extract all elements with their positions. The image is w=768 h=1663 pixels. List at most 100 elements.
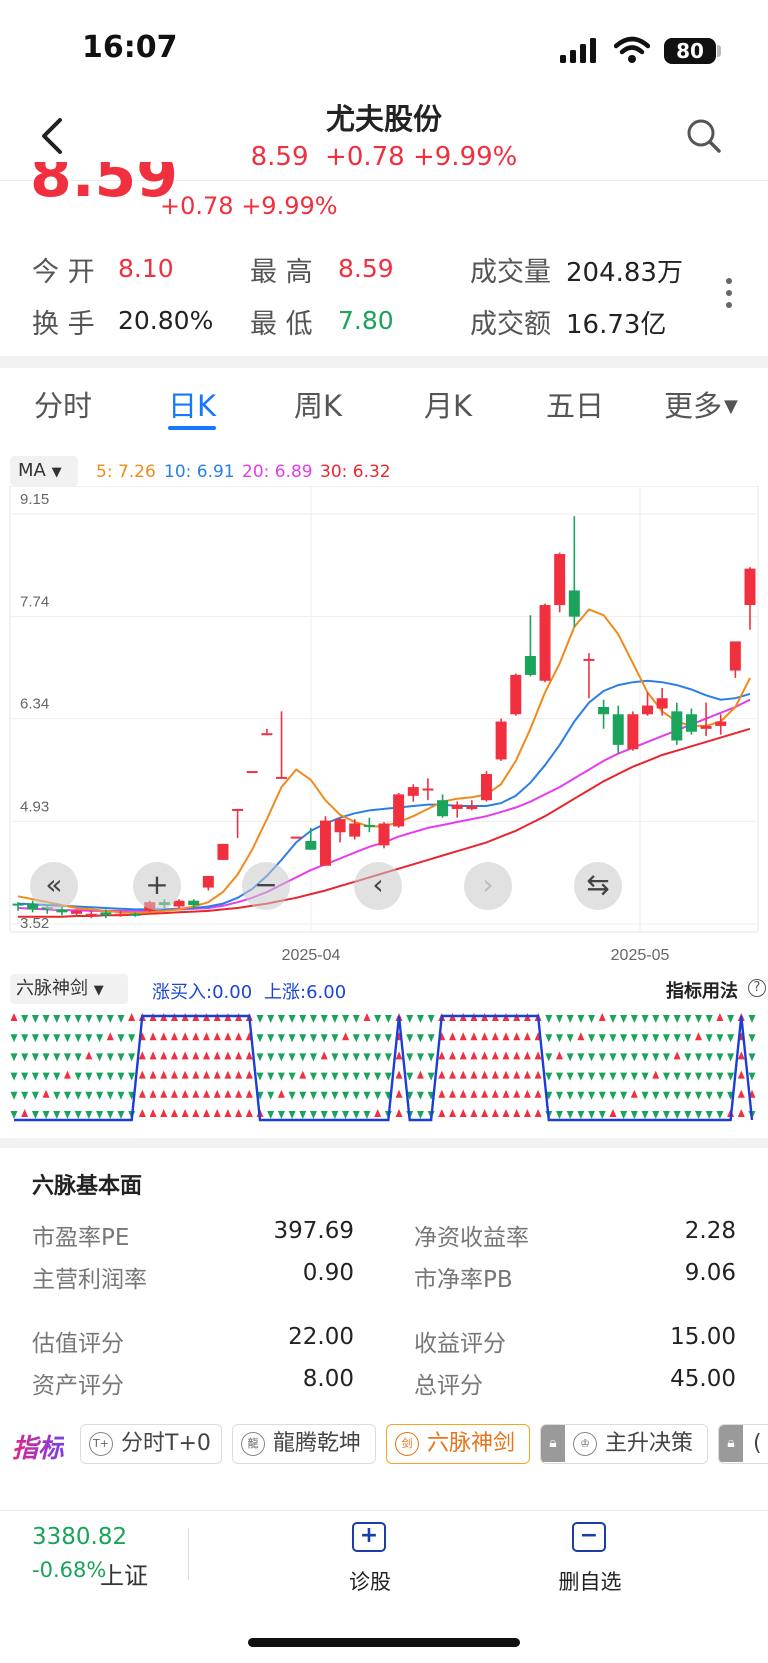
down-arrow [96,1015,104,1023]
tab-weekly-k[interactable]: 周K [294,389,343,423]
down-arrow [555,1091,563,1100]
scroll-right-button[interactable]: › [464,862,512,910]
up-arrow [170,1032,178,1041]
up-arrow [235,1051,243,1060]
indicator-selector[interactable]: 六脉神剑 ▼ [10,974,128,1004]
down-arrow [630,1015,638,1023]
search-icon[interactable] [686,118,722,154]
down-arrow [277,1072,285,1081]
down-arrow [277,1111,285,1119]
indicator-help-link[interactable]: 指标用法 [666,981,738,1002]
remove-watchlist-label[interactable]: 删自选 [558,1570,622,1594]
down-arrow [695,1015,703,1023]
down-arrow [342,1091,350,1100]
tag-intraday-t0[interactable]: T+ 分时T+0 [80,1424,222,1464]
down-arrow [63,1053,71,1062]
down-arrow [566,1072,574,1081]
up-arrow [363,1013,371,1021]
up-arrow [213,1070,221,1079]
down-arrow [363,1034,371,1043]
down-arrow [128,1034,136,1043]
up-arrow [181,1051,189,1060]
tag-main-rise[interactable]: 🔒︎ ♔ 主升决策 [540,1424,708,1464]
down-arrow [748,1015,756,1023]
down-arrow [74,1111,82,1119]
tag-longteng[interactable]: 龍龍腾乾坤 [232,1424,376,1464]
down-arrow [695,1091,703,1100]
down-arrow [331,1015,339,1023]
section-divider [0,1138,768,1148]
tab-five-day[interactable]: 五日 [546,389,605,423]
down-arrow [695,1072,703,1081]
x-tick-label: 2025-04 [282,947,341,964]
candle-body [319,820,331,866]
zoom-in-button[interactable]: + [133,862,181,910]
scroll-left-button[interactable]: ‹ [354,862,402,910]
down-arrow [716,1053,724,1062]
up-arrow [737,1109,745,1117]
down-arrow [342,1072,350,1081]
down-arrow [620,1034,628,1043]
candle-body [685,714,697,732]
candle-body [12,903,24,906]
up-arrow [181,1032,189,1041]
down-arrow [716,1091,724,1100]
up-arrow [106,1032,114,1041]
header-divider [0,180,768,181]
header-change: +0.78 [325,142,405,172]
tag-next[interactable]: 🔒︎( [718,1424,768,1464]
more-icon[interactable] [726,278,734,314]
y-tick-label: 6.34 [20,696,49,713]
down-arrow [277,1053,285,1062]
down-arrow [96,1034,104,1043]
down-arrow [256,1034,264,1043]
battery-tip [717,45,721,57]
down-arrow [684,1111,692,1119]
candlestick-chart[interactable]: 9.15 7.74 6.34 4.93 3.52 2025-04 2025-05 [0,486,768,966]
up-arrow [491,1051,499,1060]
down-arrow [10,1053,18,1062]
down-arrow [384,1072,392,1081]
down-arrow [727,1053,735,1062]
tab-more[interactable]: 更多 ▼ [664,389,738,423]
index-value[interactable]: 3380.82 [32,1524,128,1550]
down-arrow [588,1072,596,1081]
up-arrow [716,1013,724,1021]
tab-monthly-k[interactable]: 月K [424,389,473,423]
remove-watchlist-button[interactable]: − [572,1522,612,1552]
down-arrow [566,1091,574,1100]
down-arrow [620,1053,628,1062]
up-arrow [235,1109,243,1117]
diagnose-label[interactable]: 诊股 [349,1570,391,1594]
zoom-out-far-button[interactable]: « [30,862,78,910]
tag-six-pulse[interactable]: 剑六脉神剑 [386,1424,530,1464]
up-arrow [160,1089,168,1098]
tab-intraday[interactable]: 分时 [34,389,93,423]
back-icon[interactable] [38,116,64,156]
turnover-label: 换 手 [32,309,95,340]
zoom-out-button[interactable]: − [242,862,290,910]
current-price: 8.59 [30,162,179,211]
rotate-screen-button[interactable]: ⇆ [574,862,622,910]
up-arrow [149,1109,157,1117]
up-arrow [213,1032,221,1041]
diagnose-button[interactable]: + [352,1522,392,1552]
down-arrow [598,1091,606,1100]
up-arrow [502,1089,510,1098]
down-arrow [555,1015,563,1023]
ma-selector[interactable]: MA ▼ [10,456,78,486]
tab-daily-k[interactable]: 日K [168,389,217,423]
up-arrow [203,1109,211,1117]
up-arrow [192,1051,200,1060]
down-arrow [363,1091,371,1100]
down-arrow [85,1091,93,1100]
down-arrow [10,1034,18,1043]
down-arrow [652,1015,660,1023]
help-icon[interactable]: ? [748,979,766,997]
buy-signal-value: 涨买入:0.00 [152,982,253,1003]
candle-body [305,840,317,850]
down-arrow [96,1091,104,1100]
up-arrow [149,1089,157,1098]
down-arrow [277,1034,285,1043]
candle-body [715,721,727,726]
